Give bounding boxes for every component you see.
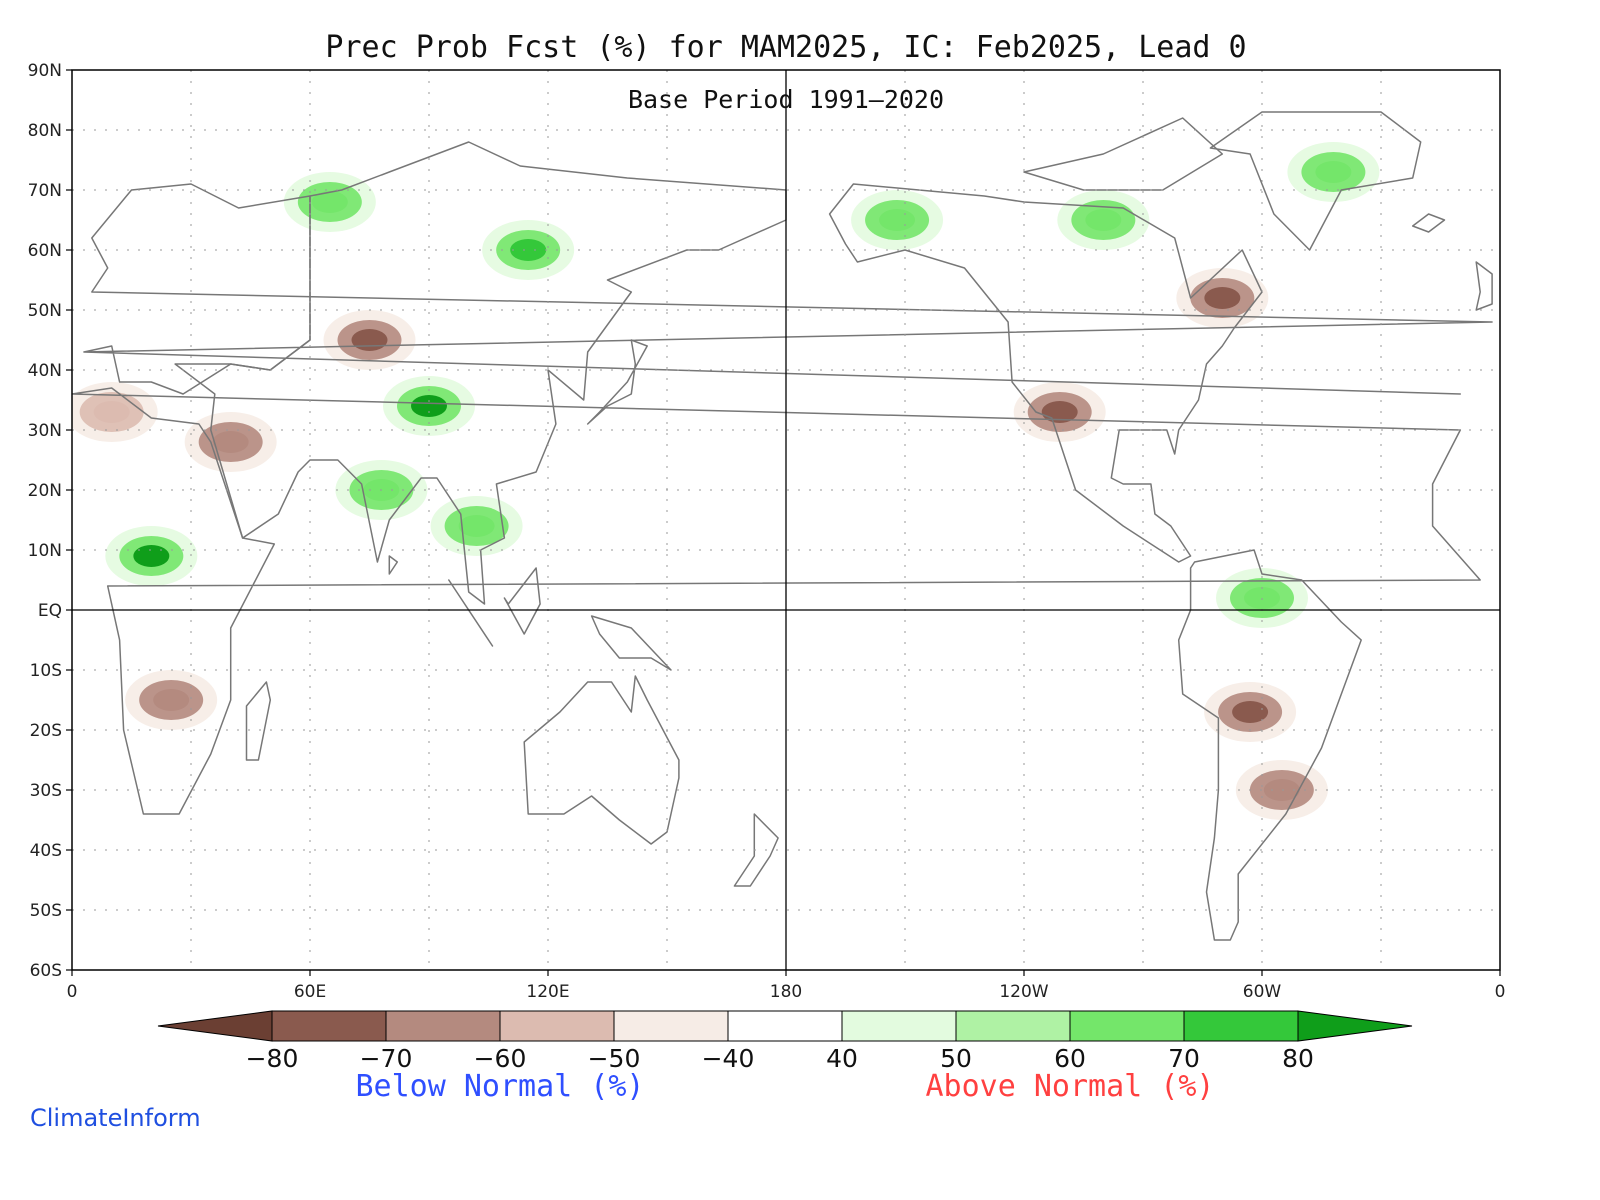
colorbar-bin (385, 1010, 501, 1042)
anomaly-core-above (458, 515, 495, 537)
colorbar-label: 80 (1282, 1044, 1314, 1073)
colorbar-label: −80 (246, 1044, 299, 1073)
lat-tick-label: EQ (38, 601, 62, 621)
colorbar-label: 70 (1168, 1044, 1200, 1073)
longitude-axis: 0 60E 120E 180 120W 60W 0 (67, 970, 1506, 1002)
anomaly-core-above (1085, 209, 1122, 231)
colorbar-label: −70 (360, 1044, 413, 1073)
colorbar: −80 −70 −60 −50 −40 40 50 60 70 80 (157, 1010, 1413, 1073)
colorbar-bin (1069, 1010, 1185, 1042)
lon-tick-label: 180 (770, 982, 802, 1002)
colorbar-high-extend (1297, 1010, 1413, 1042)
coastline-borneo (503, 567, 541, 635)
lat-tick-label: 80N (28, 121, 62, 141)
anomaly-core-above (411, 395, 447, 417)
anomaly-layer (72, 142, 1380, 820)
anomaly-core-below (212, 431, 249, 453)
graticule (72, 70, 1500, 970)
coastline-new-zealand (733, 813, 779, 887)
credit-label: ClimateInform (30, 1104, 201, 1132)
coastline-iceland (1411, 213, 1446, 233)
lat-tick-label: 20N (28, 481, 62, 501)
lat-tick-label: 20S (30, 721, 62, 741)
base-period-label: Base Period 1991–2020 (628, 85, 944, 114)
lat-tick-label: 60S (30, 961, 62, 981)
lon-tick-label: 60W (1243, 982, 1282, 1002)
coastline-gb (1475, 261, 1493, 311)
anomaly-core-below (1204, 287, 1241, 309)
lat-tick-label: 30S (30, 781, 62, 801)
colorbar-bin (1183, 1010, 1299, 1042)
lat-tick-label: 70N (28, 181, 62, 201)
coastline-south-america (1177, 549, 1362, 941)
anomaly-core-above (879, 209, 916, 231)
lon-tick-label: 60E (294, 982, 326, 1002)
anomaly-core-below (1232, 701, 1269, 723)
colorbar-label: −40 (702, 1044, 755, 1073)
lon-tick-label: 120E (526, 982, 569, 1002)
colorbar-bin (841, 1010, 957, 1042)
coastline-asia (174, 141, 787, 605)
coastline-north-america (828, 183, 1263, 563)
lon-tick-label: 0 (67, 982, 78, 1002)
lat-tick-label: 40S (30, 841, 62, 861)
anomaly-core-below (351, 329, 388, 351)
anomaly-core-above (1315, 161, 1352, 183)
coastline-madagascar (245, 681, 272, 761)
lat-tick-label: 60N (28, 241, 62, 261)
lat-tick-label: 10S (30, 661, 62, 681)
colorbar-bin (271, 1010, 387, 1042)
colorbar-label: 60 (1054, 1044, 1086, 1073)
coastline-canadian-arctic (1023, 117, 1224, 191)
lat-tick-label: 40N (28, 361, 62, 381)
colorbar-label: 40 (826, 1044, 858, 1073)
anomaly-core-below (1263, 779, 1300, 801)
map-title: Prec Prob Fcst (%) for MAM2025, IC: Feb2… (325, 30, 1246, 65)
coastline-greenland (1209, 111, 1422, 251)
coastline-africa (72, 387, 1481, 815)
coastline-india-sri-lanka (388, 555, 399, 575)
colorbar-bin (613, 1010, 729, 1042)
colorbar-label: −50 (588, 1044, 641, 1073)
anomaly-core-above (133, 545, 170, 567)
coastline-japan (586, 339, 648, 425)
lat-tick-label: 50S (30, 901, 62, 921)
colorbar-bin (727, 1010, 843, 1042)
anomaly-core-below (93, 401, 130, 423)
anomaly-core-below (153, 689, 190, 711)
below-normal-label: Below Normal (%) (356, 1069, 645, 1104)
coastline-australia (523, 675, 680, 845)
colorbar-bin (499, 1010, 615, 1042)
lat-tick-label: 90N (28, 61, 62, 81)
colorbar-low-extend (157, 1010, 273, 1042)
colorbar-label: −60 (474, 1044, 527, 1073)
coastline-sumatra (448, 579, 494, 647)
coastline-layer (72, 111, 1493, 941)
colorbar-bin (955, 1010, 1071, 1042)
lat-tick-label: 10N (28, 541, 62, 561)
colorbar-label: 50 (940, 1044, 972, 1073)
lat-tick-label: 30N (28, 421, 62, 441)
lat-tick-label: 50N (28, 301, 62, 321)
coastline-new-guinea (590, 615, 672, 671)
lon-tick-label: 120W (999, 982, 1048, 1002)
lon-tick-label: 0 (1495, 982, 1506, 1002)
above-normal-label: Above Normal (%) (926, 1069, 1215, 1104)
anomaly-core-above (311, 191, 348, 213)
latitude-axis: 90N 80N 70N 60N 50N 40N 30N 20N 10N EQ 10S 20S 30S 40… (28, 61, 72, 981)
anomaly-core-above (510, 239, 547, 261)
